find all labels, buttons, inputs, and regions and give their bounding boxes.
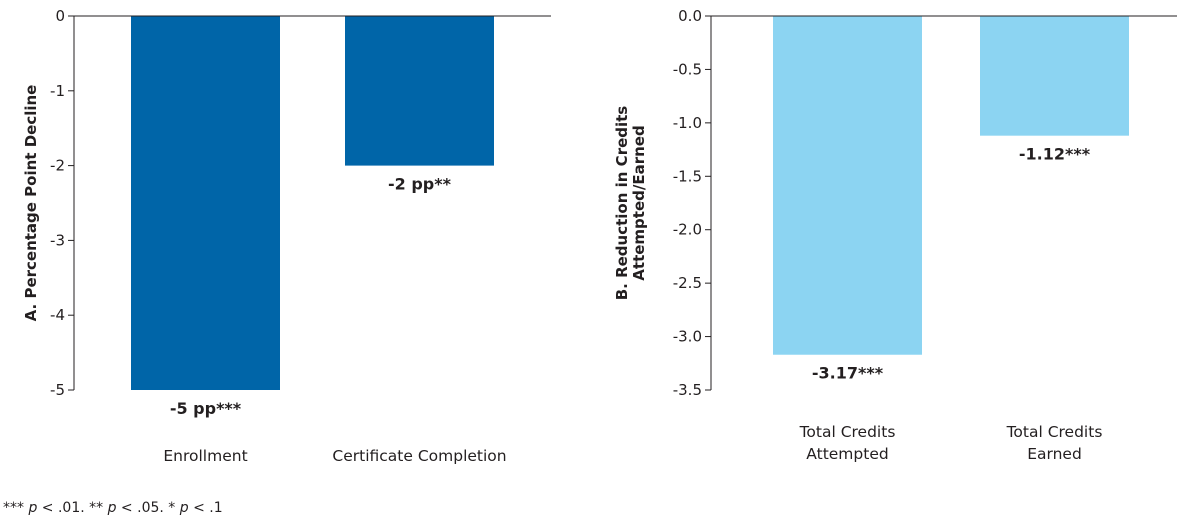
data-label: -3.17***	[812, 364, 884, 383]
y-tick-label: -2	[50, 157, 65, 175]
y-tick-label: -4	[50, 306, 65, 324]
footnote-text: < .05. *	[116, 500, 180, 516]
data-label: -5 pp***	[170, 399, 242, 418]
panel-a-enrollment-chart: -5 pp*** -2 pp** 0 -1 -2 -3 -4 -5 Enrollment Cert…	[22, 7, 551, 465]
y-tick-label: -1.0	[673, 114, 702, 132]
x-category-label: Total Credits Earned	[1006, 423, 1103, 463]
y-tick-label: 0.0	[678, 7, 702, 25]
bar-enrollment	[131, 16, 280, 390]
y-tick-label: -3.0	[673, 328, 702, 346]
y-tick-label: -1.5	[673, 167, 702, 185]
panel-b-credits-chart: -3.17*** -1.12*** 0.0 -0.5 -1.0 -1.5 -2.0 -2.5 -…	[613, 7, 1177, 463]
footnote-text: ***	[3, 500, 29, 516]
y-axis-title: B. Reduction in CreditsAttempted/Earned	[613, 106, 648, 301]
y-tick-label: -1	[50, 82, 65, 100]
x-category-label: Enrollment	[163, 447, 247, 465]
bar-total-credits-attempted	[773, 16, 922, 355]
data-label: -1.12***	[1019, 145, 1091, 164]
y-tick-label: -5	[50, 381, 65, 399]
footnote-text: < .01. **	[37, 500, 108, 516]
x-category-label: Certificate Completion	[332, 447, 506, 465]
bar-total-credits-earned	[980, 16, 1129, 136]
y-tick-label: -2.5	[673, 274, 702, 292]
bar-certificate-completion	[345, 16, 494, 166]
x-category-label: Total Credits Attempted	[799, 423, 896, 463]
y-tick-label: -2.0	[673, 221, 702, 239]
data-label: -2 pp**	[388, 175, 452, 194]
y-tick-label: -3.5	[673, 381, 702, 399]
y-tick-label: -3	[50, 231, 65, 249]
significance-footnote: *** p < .01. ** p < .05. * p < .1	[3, 500, 223, 516]
footnote-text: < .1	[188, 500, 223, 516]
y-tick-label: -0.5	[673, 60, 702, 78]
p-value-symbol: p	[179, 500, 189, 516]
y-tick-label: 0	[55, 7, 65, 25]
y-axis-title: A. Percentage Point Decline	[22, 85, 40, 322]
p-value-symbol: p	[107, 500, 117, 516]
p-value-symbol: p	[28, 500, 38, 516]
